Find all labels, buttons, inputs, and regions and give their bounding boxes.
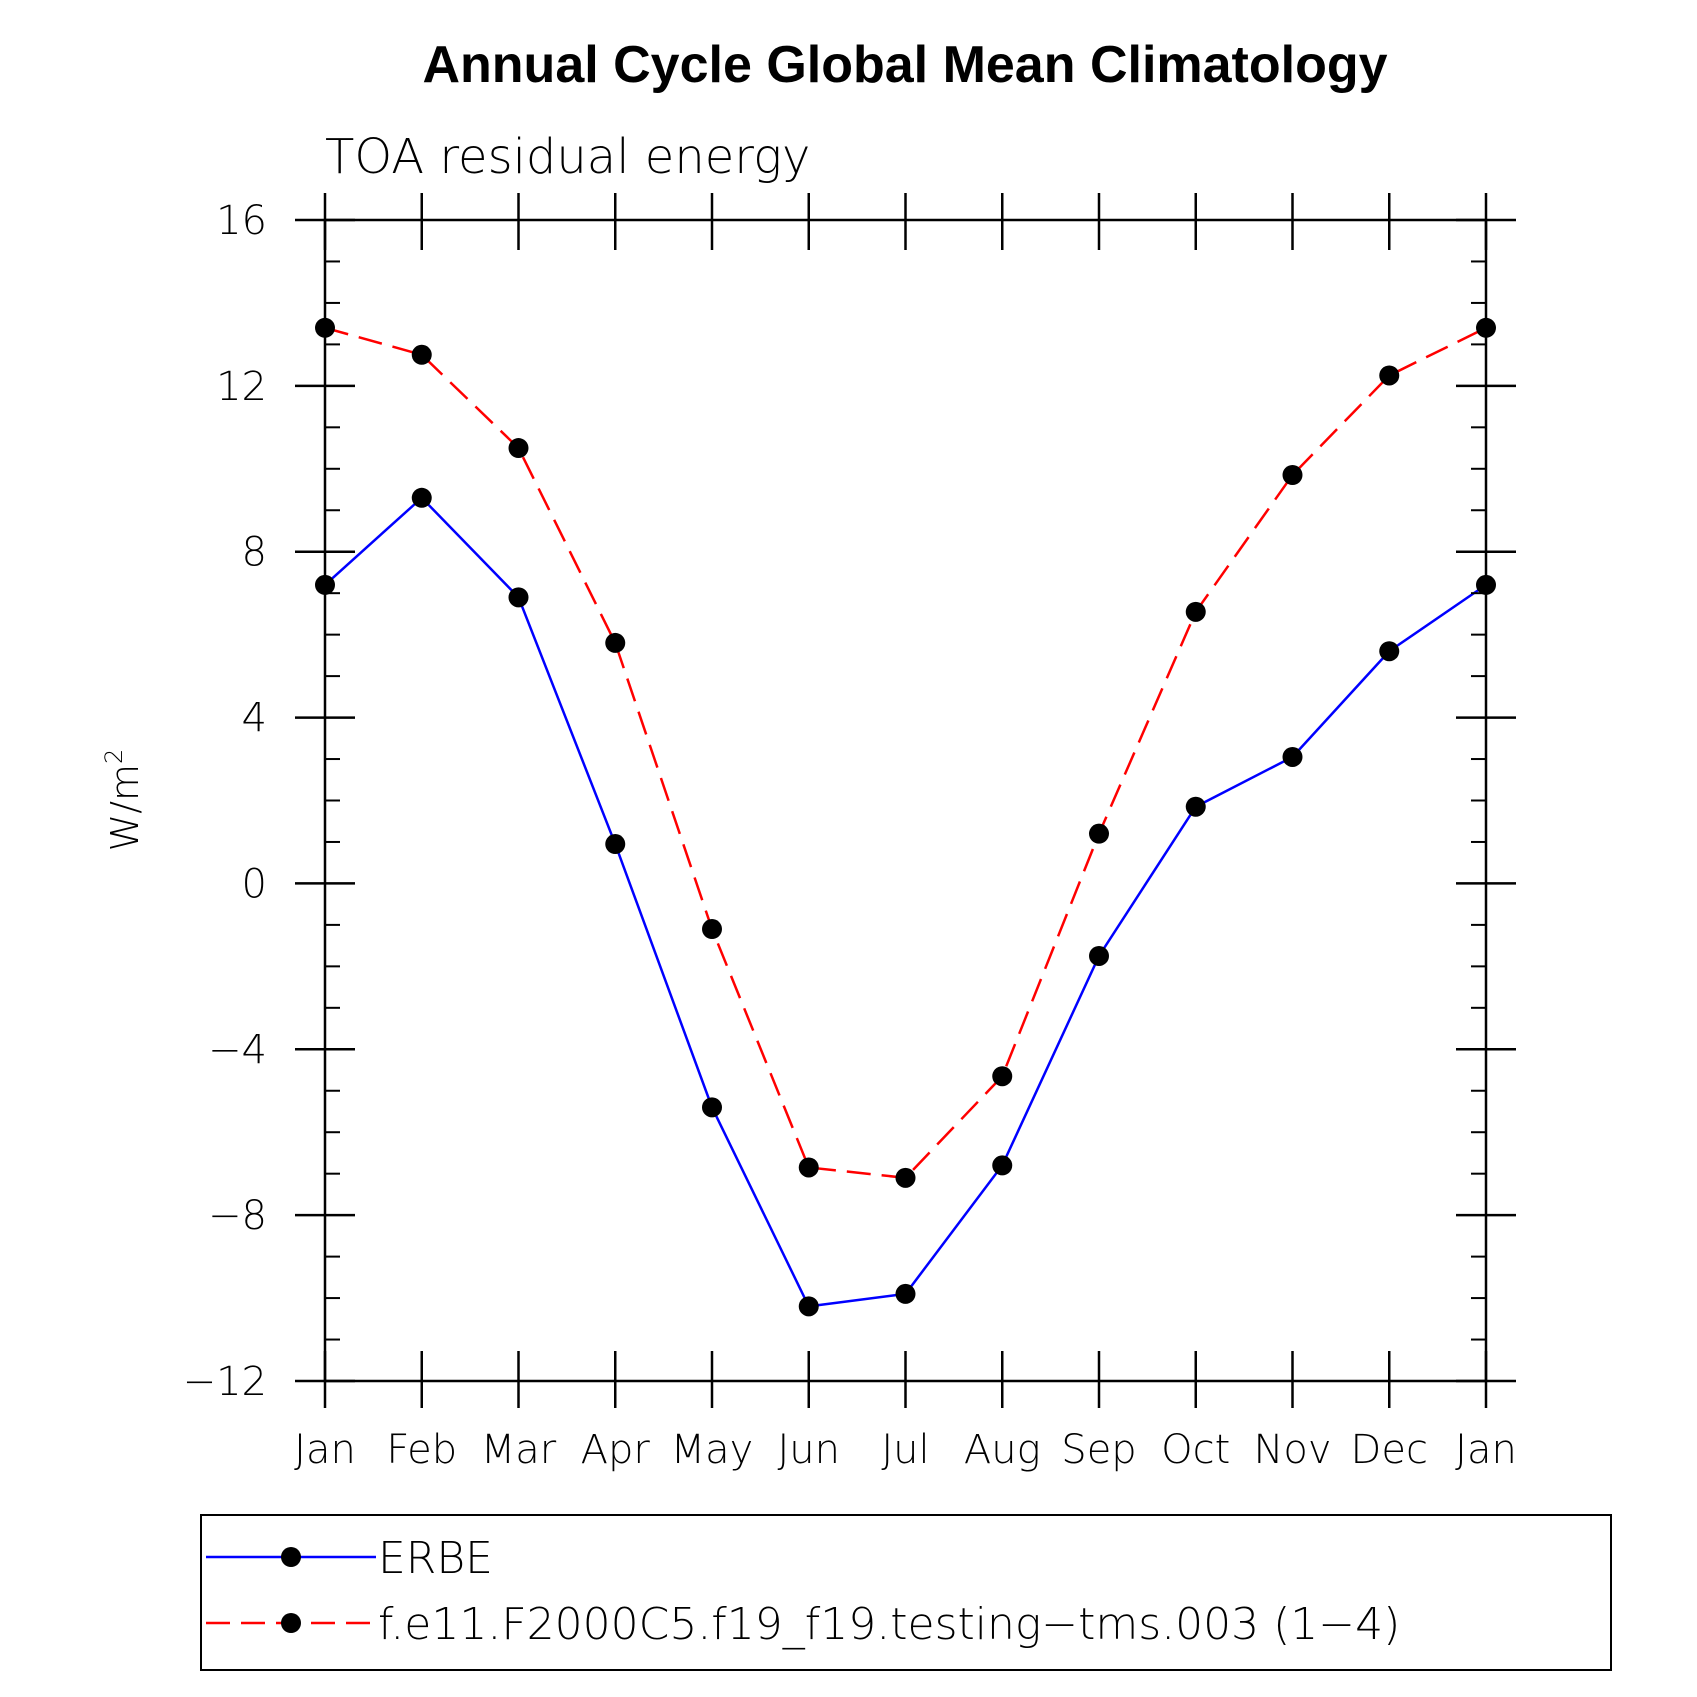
legend-items: ERBE f.e11.F2000C5.f19_f19.testing−tms.00…: [206, 1533, 1400, 1650]
y-axis-label: W/m2: [100, 749, 147, 852]
x-tick-label: Dec: [1351, 1427, 1428, 1473]
y-tick-label: −8: [208, 1193, 267, 1239]
ticks-layer: [295, 193, 1516, 1408]
labels-layer: Jan Feb Mar Apr May Jun Jul Aug Sep Oct Nov Dec Jan−…: [183, 198, 1517, 1473]
x-tick-label: May: [671, 1427, 754, 1473]
y-axis-label-text: W/m: [103, 764, 147, 851]
series-2-point: [411, 344, 432, 365]
series-1-point: [605, 834, 626, 855]
series-2-point: [1379, 365, 1400, 386]
series-2-point: [1282, 465, 1303, 486]
legend-label-1: ERBE: [378, 1533, 493, 1584]
series-1-point: [798, 1296, 819, 1317]
x-tick-label: Jan: [294, 1427, 356, 1473]
x-tick-label: Sep: [1061, 1427, 1136, 1473]
x-tick-label: Apr: [581, 1427, 651, 1473]
series-2-point: [895, 1167, 916, 1188]
x-tick-label: Nov: [1253, 1427, 1331, 1473]
chart-title: Annual Cycle Global Mean Climatology: [422, 36, 1387, 94]
y-tick-label: 8: [242, 530, 267, 576]
legend: ERBE f.e11.F2000C5.f19_f19.testing−tms.00…: [200, 1514, 1612, 1671]
chart-subtitle: TOA residual energy: [325, 129, 810, 185]
x-tick-label: Jul: [881, 1427, 929, 1473]
series-2-point: [798, 1157, 819, 1178]
series-2-point: [702, 919, 722, 940]
legend-label-2: f.e11.F2000C5.f19_f19.testing−tms.003 (1…: [378, 1599, 1400, 1650]
y-tick-label: −4: [208, 1027, 267, 1073]
series-line-2: [324, 326, 1487, 1180]
series-1-point: [895, 1283, 916, 1304]
series-2-point: [1185, 601, 1206, 622]
y-tick-label: 16: [216, 198, 267, 244]
legend-box: [200, 1514, 1612, 1671]
series-1-point: [1185, 796, 1206, 817]
series-1-point: [992, 1155, 1013, 1176]
y-tick-label: 0: [242, 861, 267, 907]
series-1-point: [508, 587, 529, 608]
y-tick-label: 12: [216, 364, 267, 410]
series-1-point: [1379, 641, 1400, 662]
x-tick-label: Oct: [1161, 1427, 1230, 1473]
y-tick-label: 4: [242, 696, 267, 742]
series-2-point: [992, 1066, 1013, 1087]
x-tick-label: Jun: [778, 1427, 841, 1473]
series-1-point: [411, 487, 432, 508]
series-2-point: [508, 438, 529, 459]
x-tick-label: Aug: [964, 1427, 1041, 1473]
series-1-point: [1282, 746, 1303, 767]
series-2-point: [605, 632, 626, 653]
series-layer: [315, 317, 1496, 1317]
x-tick-label: Mar: [481, 1427, 557, 1473]
series-1-point: [1089, 945, 1109, 966]
plot-frame: [323, 218, 1488, 1383]
legend-marker-1: [281, 1547, 301, 1567]
y-axis-label-superscript: 2: [100, 749, 128, 764]
legend-marker-2: [281, 1613, 301, 1633]
series-2-point: [1089, 823, 1109, 844]
x-tick-label: Feb: [386, 1427, 457, 1473]
series-1-point: [702, 1097, 722, 1118]
y-tick-label: −12: [183, 1359, 267, 1405]
x-tick-label: Jan: [1455, 1427, 1517, 1473]
